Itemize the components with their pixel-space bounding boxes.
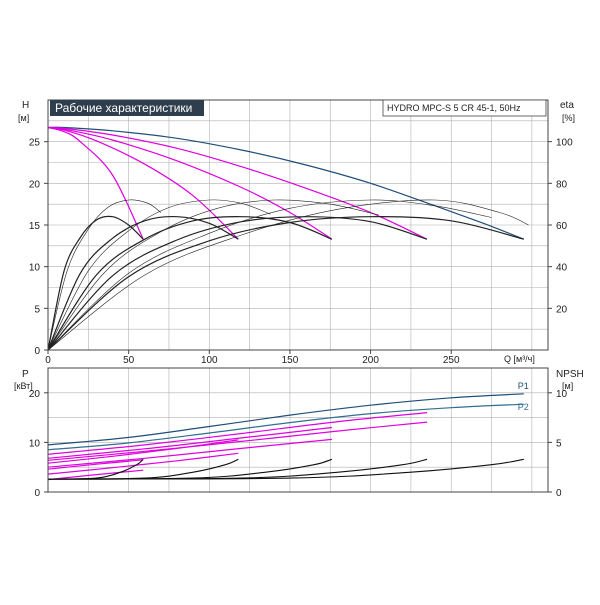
series-line-npsh-14 [47, 458, 524, 480]
bottom-y-right-unit: [м] [562, 381, 573, 391]
y-left-tick-label: 20 [29, 179, 41, 190]
series-line-partial_speed-9 [47, 438, 332, 468]
series-line-efficiency-5 [47, 215, 144, 351]
series-line-partial_speed-5 [47, 459, 144, 470]
series-line-p1 [47, 393, 524, 446]
bottom-y-left-label: P [22, 369, 29, 380]
top-y-right-unit: [%] [562, 113, 575, 123]
series-line-partial_speed-3 [47, 126, 239, 240]
y-right-tick-label: 10 [556, 389, 568, 400]
x-tick-label: 50 [123, 355, 135, 366]
series-line-efficiency-10 [47, 199, 162, 351]
series-line-partial_speed-1 [47, 126, 428, 240]
series-line-p1_curve-0 [47, 126, 525, 240]
label-layer: Рабочие характеристики HYDRO MPC-S 5 CR … [14, 99, 584, 499]
y-right-tick-label: 20 [556, 304, 568, 315]
series-line-efficiency-14 [47, 199, 529, 351]
x-axis-label: Q [м³/ч] [504, 354, 535, 364]
curve-layer [47, 126, 529, 481]
y-left-tick-label: 5 [34, 304, 40, 315]
x-tick-label: 0 [45, 355, 51, 366]
series-line-p2 [47, 403, 524, 451]
series-line-partial_speed-3 [47, 426, 332, 459]
y-right-tick-label: 80 [556, 179, 568, 190]
series-line-efficiency-9 [47, 216, 524, 351]
y-right-tick-label: 60 [556, 221, 568, 232]
series-line-partial_speed-7 [47, 452, 239, 475]
title-box [50, 100, 204, 116]
y-left-tick-label: 20 [29, 389, 41, 400]
y-left-tick-label: 0 [34, 346, 40, 357]
series-line-partial_speed-4 [47, 439, 239, 464]
top-y-left-label: H [22, 100, 29, 111]
frame-layer [47, 99, 549, 493]
y-left-tick-label: 15 [29, 221, 41, 232]
bottom-plot-frame [47, 367, 549, 493]
x-tick-label: 250 [443, 355, 460, 366]
model-label: HYDRO MPC-S 5 CR 45-1, 50Hz [387, 103, 521, 113]
y-right-tick-label: 0 [556, 488, 562, 499]
series-label-p1: P1 [518, 381, 529, 391]
series-line-partial_speed-2 [47, 412, 428, 455]
y-right-tick-label: 5 [556, 438, 562, 449]
series-line-partial_speed-4 [47, 126, 144, 240]
series-line-efficiency-12 [47, 199, 379, 351]
y-right-tick-label: 40 [556, 263, 568, 274]
series-line-efficiency-7 [47, 216, 333, 351]
series-line-efficiency-13 [47, 199, 492, 351]
chart-title: Рабочие характеристики [55, 101, 192, 115]
bottom-y-left-unit: [кВт] [14, 381, 33, 391]
series-label-p2: P2 [518, 402, 529, 412]
series-line-efficiency-8 [47, 216, 428, 351]
x-tick-label: 150 [282, 355, 299, 366]
series-line-partial_speed-6 [47, 421, 428, 461]
series-line-efficiency-6 [47, 215, 239, 351]
y-right-tick-label: 100 [556, 138, 573, 149]
y-left-tick-label: 10 [29, 438, 41, 449]
y-left-tick-label: 25 [29, 138, 41, 149]
y-left-tick-label: 10 [29, 263, 41, 274]
y-left-tick-label: 0 [34, 488, 40, 499]
model-box [382, 99, 547, 117]
top-plot-frame [47, 99, 549, 351]
bottom-y-right-label: NPSH [556, 369, 584, 380]
top-y-right-label: eta [560, 100, 574, 111]
x-tick-label: 200 [362, 355, 379, 366]
series-line-partial_speed-2 [47, 126, 333, 240]
grid-layer [44, 100, 552, 493]
x-tick-label: 100 [201, 355, 218, 366]
top-y-left-unit: [м] [18, 113, 29, 123]
